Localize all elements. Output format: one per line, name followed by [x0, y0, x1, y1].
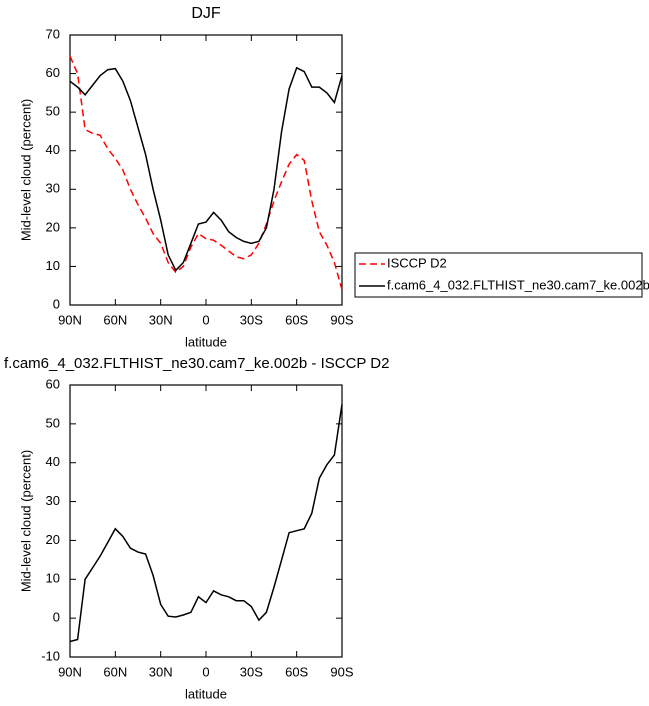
- x-tick-label: 60S: [285, 664, 308, 679]
- y-axis-label: Mid-level cloud (percent): [18, 450, 33, 592]
- x-tick-label: 30S: [240, 312, 263, 327]
- y-tick-label: 0: [53, 296, 60, 311]
- x-tick-label: 90S: [330, 312, 353, 327]
- y-tick-label: 30: [46, 181, 60, 196]
- x-tick-label: 90N: [58, 312, 82, 327]
- y-tick-label: 50: [46, 104, 60, 119]
- y-tick-label: 40: [46, 142, 60, 157]
- plot-frame: [69, 384, 343, 658]
- legend-label: ISCCP D2: [387, 255, 447, 270]
- y-tick-label: 30: [46, 493, 60, 508]
- data-line: [69, 55, 343, 290]
- x-tick-label: 60N: [103, 312, 127, 327]
- x-tick-label: 30N: [149, 312, 173, 327]
- chart-title: f.cam6_4_032.FLTHIST_ne30.cam7_ke.002b -…: [4, 355, 389, 372]
- y-tick-label: 40: [46, 454, 60, 469]
- x-tick-label: 0: [202, 312, 209, 327]
- y-tick-label: 20: [46, 532, 60, 547]
- x-tick-label: 90S: [330, 664, 353, 679]
- x-tick-label: 60S: [285, 312, 308, 327]
- y-tick-label: -10: [41, 648, 60, 663]
- y-axis-label: Mid-level cloud (percent): [18, 99, 33, 241]
- x-tick-label: 30N: [149, 664, 173, 679]
- legend-label: f.cam6_4_032.FLTHIST_ne30.cam7_ke.002b: [387, 277, 649, 292]
- y-tick-label: 70: [46, 26, 60, 41]
- y-tick-label: 0: [53, 610, 60, 625]
- x-tick-label: 0: [202, 664, 209, 679]
- legend-box: [354, 252, 643, 298]
- y-tick-label: 10: [46, 258, 60, 273]
- x-axis-label: latitude: [185, 334, 227, 349]
- y-tick-label: 50: [46, 415, 60, 430]
- x-tick-label: 60N: [103, 664, 127, 679]
- plot-frame: [69, 34, 343, 306]
- x-tick-label: 30S: [240, 664, 263, 679]
- y-tick-label: 10: [46, 571, 60, 586]
- data-line: [69, 404, 343, 643]
- data-line: [69, 66, 343, 272]
- y-tick-label: 60: [46, 65, 60, 80]
- x-axis-label: latitude: [185, 686, 227, 701]
- x-tick-label: 90N: [58, 664, 82, 679]
- y-tick-label: 20: [46, 219, 60, 234]
- chart-title: DJF: [191, 5, 221, 22]
- y-tick-label: 60: [46, 376, 60, 391]
